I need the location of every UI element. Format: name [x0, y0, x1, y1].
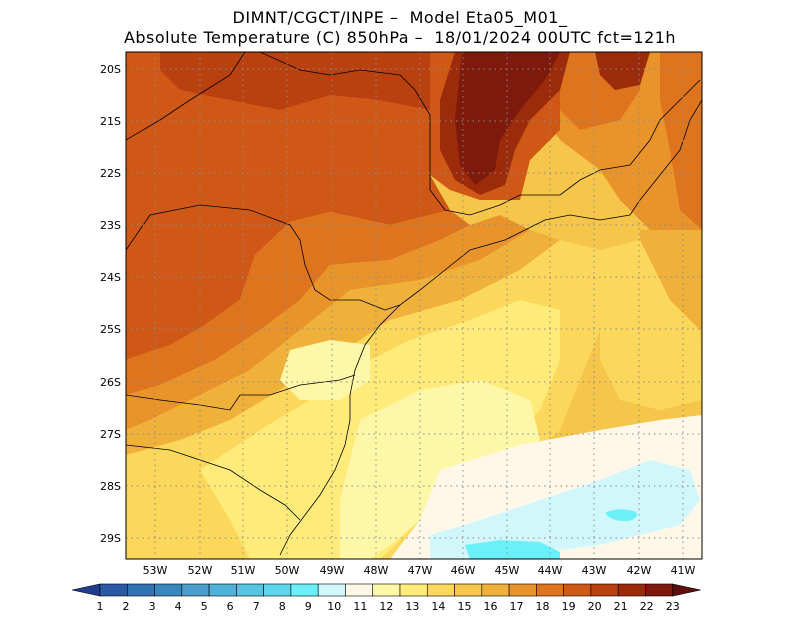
lon-label: 53W [143, 564, 168, 577]
colorbar-swatch [345, 583, 374, 597]
lon-label: 49W [320, 564, 345, 577]
colorbar-swatch [454, 583, 483, 597]
colorbar-left-arrow [71, 583, 101, 597]
colorbar-swatch [372, 583, 401, 597]
coastline [279, 99, 702, 556]
colorbar-label: 4 [175, 600, 182, 613]
lon-label: 41W [671, 564, 696, 577]
colorbar-swatch [181, 583, 210, 597]
lon-label: 45W [495, 564, 520, 577]
temperature-field [126, 52, 702, 559]
zone-9-south [465, 540, 560, 559]
colorbar-swatch [508, 583, 537, 597]
colorbar-label: 16 [483, 600, 497, 613]
lat-label: 24S [100, 271, 121, 284]
lat-label: 26S [100, 376, 121, 389]
lon-label: 51W [231, 564, 256, 577]
colorbar-label: 22 [640, 600, 654, 613]
lon-label: 50W [275, 564, 300, 577]
colorbar-label: 17 [510, 600, 524, 613]
colorbar-label: 13 [405, 600, 419, 613]
colorbar-label: 3 [149, 600, 156, 613]
border-mg-rj [499, 79, 701, 206]
colorbar-label: 20 [588, 600, 602, 613]
zone-9-blob [605, 509, 637, 522]
colorbar-swatch [536, 583, 564, 597]
colorbar-swatch [208, 583, 237, 597]
lat-label: 29S [100, 532, 121, 545]
colorbar-swatch [99, 583, 128, 597]
colorbar-swatch [645, 583, 674, 597]
colorbar-label: 6 [227, 600, 234, 613]
colorbar-swatch [426, 583, 455, 597]
lat-label: 21S [100, 115, 121, 128]
lat-label: 27S [100, 428, 121, 441]
colorbar-swatch [481, 583, 510, 597]
colorbar-label: 9 [305, 600, 312, 613]
colorbar-label: 1 [97, 600, 104, 613]
colorbar-label: 21 [614, 600, 628, 613]
colorbar-swatch [590, 583, 619, 597]
colorbar-swatch [617, 583, 646, 597]
colorbar-swatch [290, 583, 319, 597]
colorbar-label: 23 [666, 600, 680, 613]
gridlines [126, 52, 702, 559]
colorbar-label: 11 [353, 600, 367, 613]
lat-label: 28S [100, 480, 121, 493]
lon-label: 44W [538, 564, 563, 577]
colorbar-label: 14 [431, 600, 445, 613]
zone-18-far-east [660, 52, 702, 230]
lon-label: 42W [627, 564, 652, 577]
zone-17 [126, 215, 530, 430]
borders [126, 52, 702, 556]
lat-label: 23S [100, 219, 121, 232]
colorbar-swatch [263, 583, 292, 597]
colorbar-label: 15 [457, 600, 471, 613]
zone-12-south [340, 380, 540, 559]
colorbar-label: 7 [253, 600, 260, 613]
zone-10 [430, 460, 700, 559]
border-ms-sp [126, 52, 246, 141]
colorbar-swatch [126, 583, 155, 597]
border-mg-sp [259, 52, 501, 216]
zone-19-west [126, 52, 450, 360]
colorbar-swatch [154, 583, 183, 597]
border-sp-pr [126, 204, 401, 311]
lat-label: 20S [100, 63, 121, 76]
colorbar-label: 2 [123, 600, 130, 613]
zone-20-north [160, 52, 430, 110]
lat-label: 22S [100, 167, 121, 180]
map-title-line-1: DIMNT/CGCT/INPE – Model Eta05_M01_ [232, 8, 568, 27]
map-title-line-2: Absolute Temperature (C) 850hPa – 18/01/… [123, 28, 677, 47]
colorbar-label: 12 [379, 600, 393, 613]
zone-21-ne [595, 52, 650, 90]
lat-axis: 20S 21S 22S 23S 24S 25S 26S 27S 28S 29S [100, 63, 121, 545]
border-sc-rs [126, 444, 301, 521]
plot-frame [125, 51, 703, 560]
colorbar-swatch [399, 583, 428, 597]
colorbar-swatch [563, 583, 592, 597]
colorbar-label: 18 [536, 600, 550, 613]
border-pr-sc [126, 374, 356, 411]
lon-label: 46W [451, 564, 476, 577]
colorbar-label: 19 [562, 600, 576, 613]
zone-14-east-mid [600, 240, 702, 410]
lon-label: 52W [188, 564, 213, 577]
colorbar-right-arrow [672, 583, 701, 597]
colorbar-swatch [236, 583, 264, 597]
lon-label: 47W [408, 564, 433, 577]
lon-label: 43W [582, 564, 607, 577]
lon-axis: 53W 52W 51W 50W 49W 48W 47W 46W 45W 44W … [143, 564, 696, 577]
zone-18 [126, 210, 470, 395]
lon-label: 48W [364, 564, 389, 577]
lat-label: 25S [100, 323, 121, 336]
colorbar-label: 5 [201, 600, 208, 613]
colorbar-swatch [317, 583, 346, 597]
colorbar-label: 8 [279, 600, 286, 613]
colorbar-label: 10 [327, 600, 341, 613]
colorbar: 1 2 3 4 5 6 7 8 9 10 11 12 13 14 15 16 17 18 19 20 21 22 23 [71, 583, 701, 613]
